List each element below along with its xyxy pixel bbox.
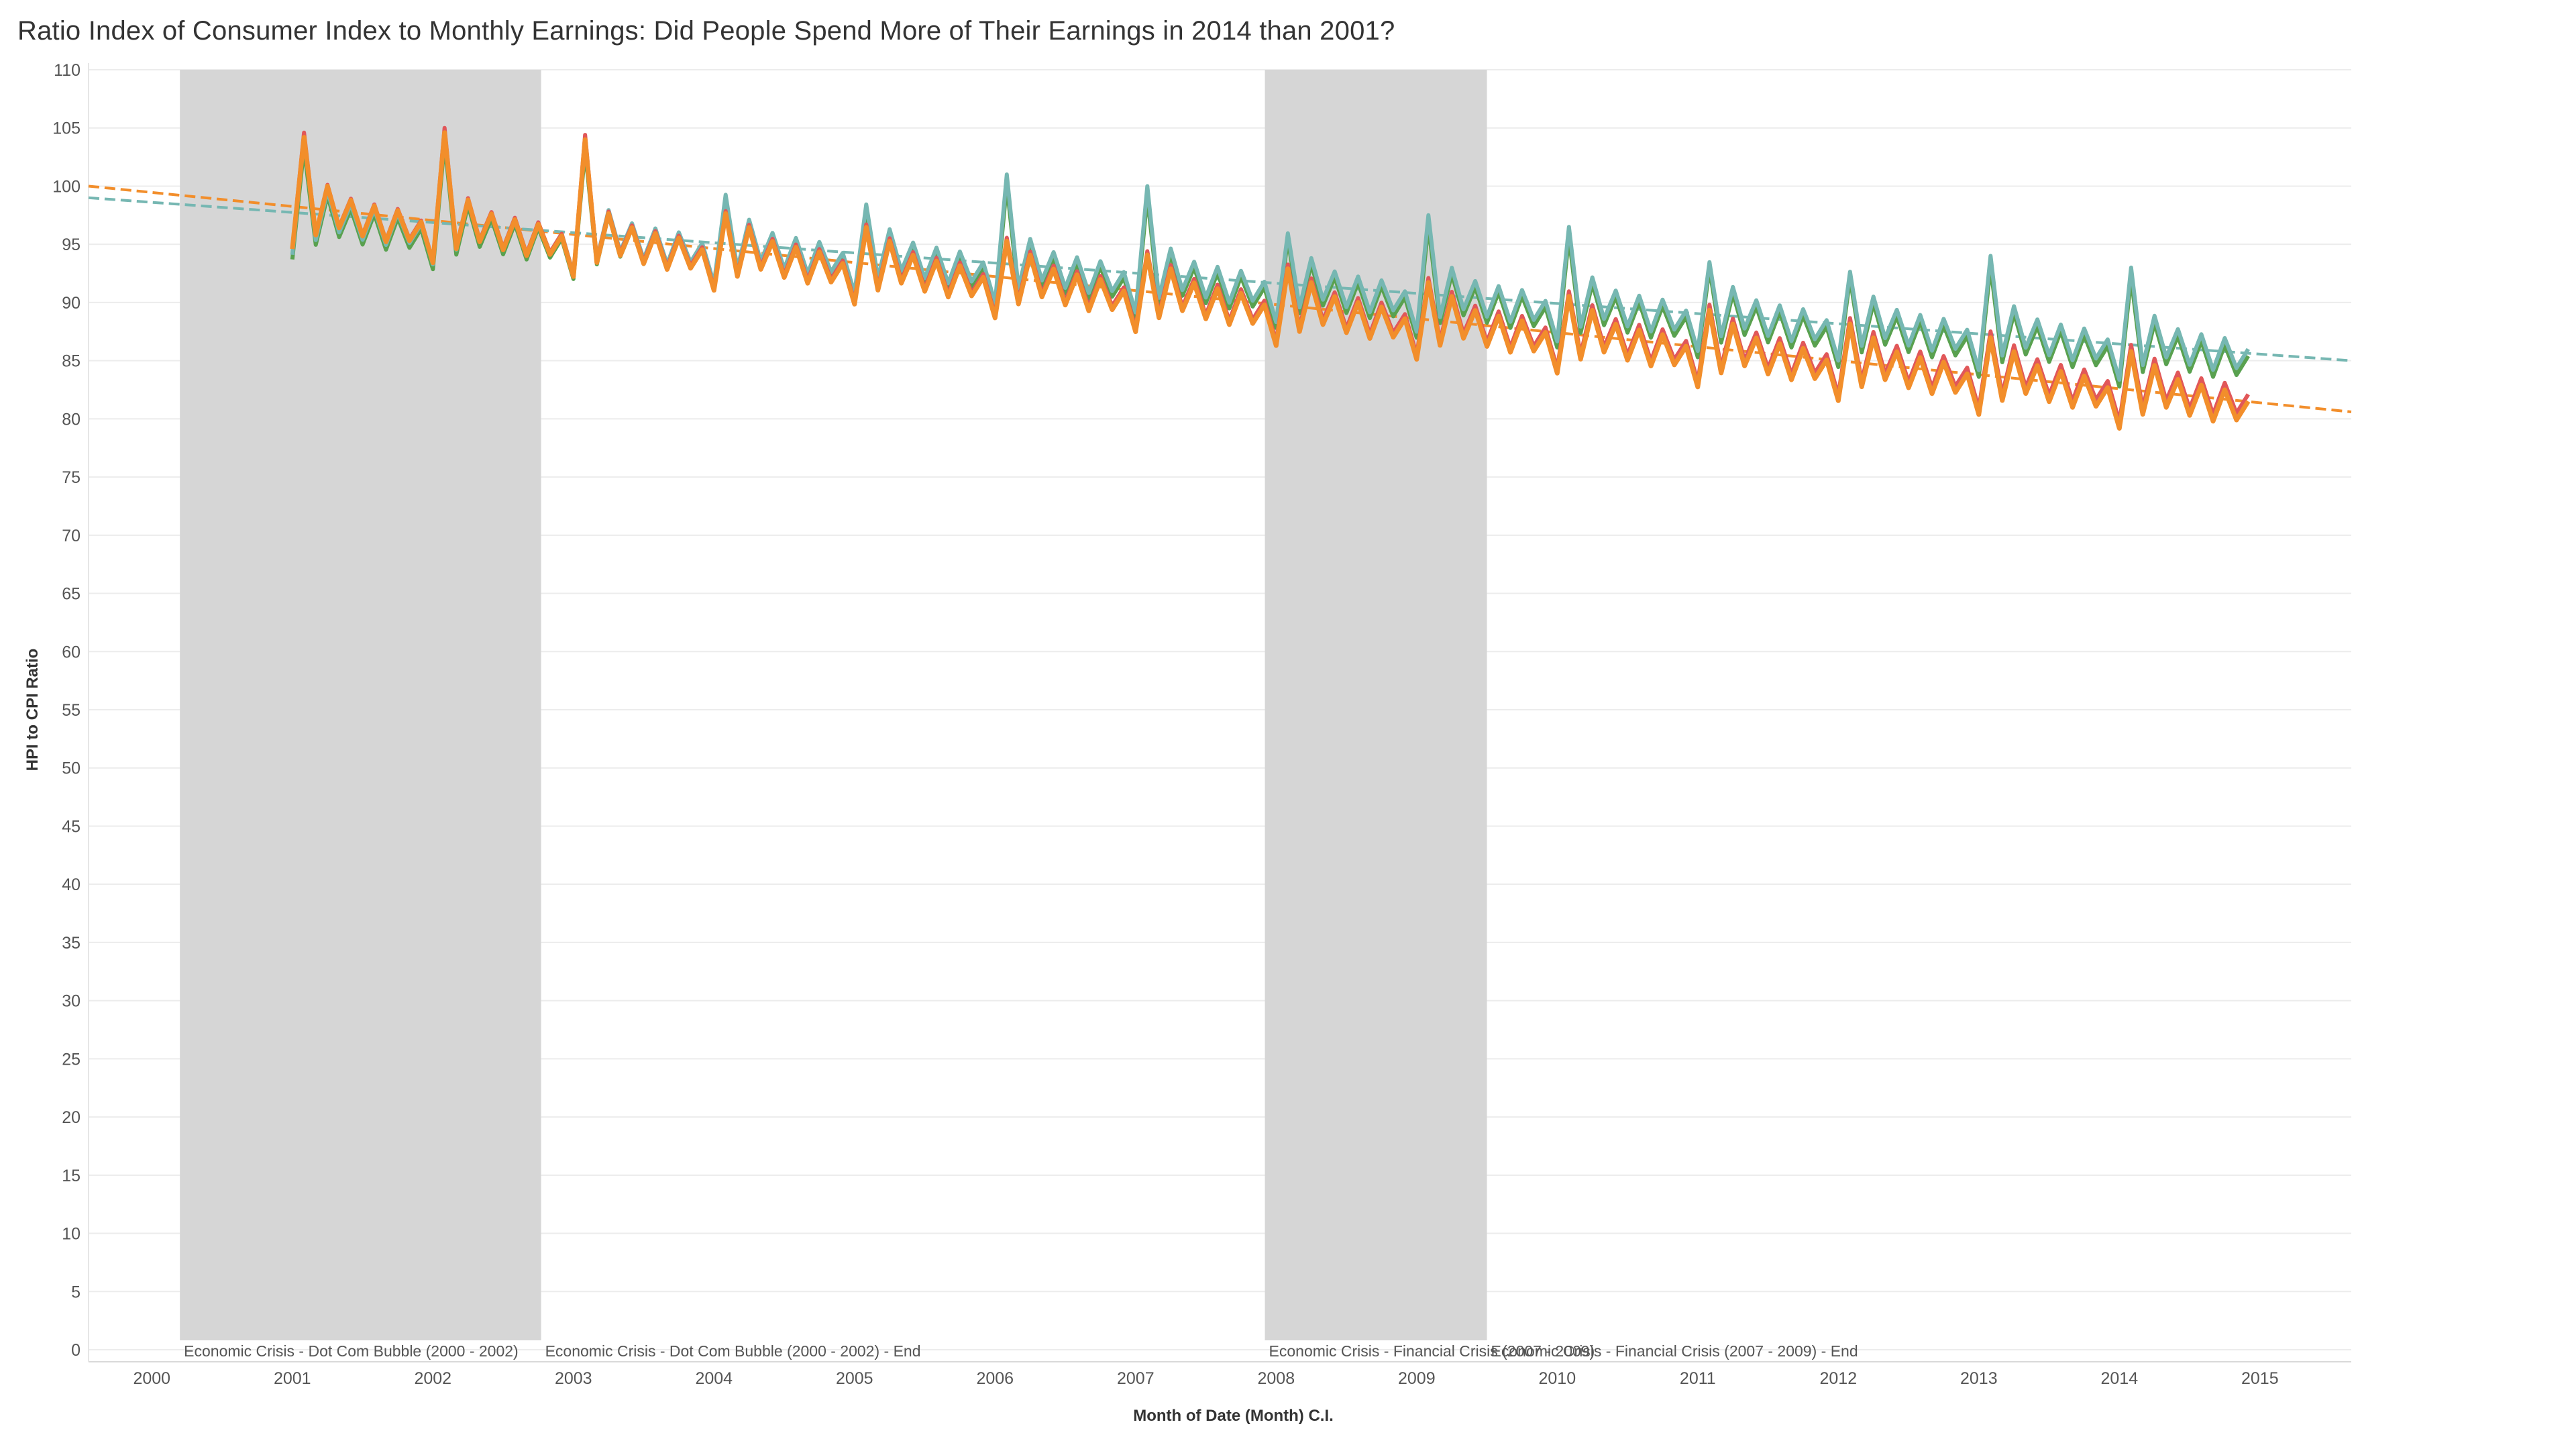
x-tick-label: 2012	[1820, 1369, 1858, 1388]
x-tick-label: 2007	[1117, 1369, 1155, 1388]
x-tick-label: 2008	[1257, 1369, 1295, 1388]
y-tick-label: 10	[62, 1225, 80, 1244]
y-axis-title: HPI to CPI Ratio	[23, 649, 42, 771]
y-tick-label: 60	[62, 643, 80, 661]
y-tick-label: 40	[62, 875, 80, 894]
crisis-end-label: Economic Crisis - Financial Crisis (2007…	[1491, 1342, 1858, 1360]
y-tick-label: 45	[62, 817, 80, 836]
y-tick-label: 0	[71, 1341, 80, 1360]
series-line	[290, 130, 2251, 431]
x-tick-label: 2014	[2101, 1369, 2139, 1388]
x-tick-label: 2011	[1680, 1369, 1716, 1388]
y-tick-label: 5	[71, 1283, 80, 1301]
y-tick-label: 55	[62, 701, 80, 720]
x-tick-label: 2000	[133, 1369, 170, 1388]
y-tick-label: 110	[54, 61, 80, 80]
y-tick-label: 80	[62, 410, 80, 429]
y-tick-label: 100	[52, 177, 80, 196]
y-tick-label: 70	[62, 527, 80, 545]
x-axis-title: Month of Date (Month) C.I.	[1133, 1407, 1334, 1425]
crisis-region	[1265, 70, 1487, 1340]
y-tick-label: 85	[62, 352, 80, 371]
y-tick-label: 90	[62, 294, 80, 313]
x-tick-label: 2003	[555, 1369, 592, 1388]
y-tick-label: 20	[62, 1108, 80, 1127]
y-tick-label: 95	[62, 235, 80, 254]
crisis-start-label: Economic Crisis - Dot Com Bubble (2000 -…	[184, 1342, 519, 1360]
x-tick-label: 2013	[1960, 1369, 1998, 1388]
y-tick-label: 65	[62, 585, 80, 604]
y-tick-label: 30	[62, 992, 80, 1011]
y-tick-label: 105	[52, 119, 80, 138]
chart-title: Ratio Index of Consumer Index to Monthly…	[17, 16, 1395, 46]
x-tick-label: 2010	[1538, 1369, 1576, 1388]
y-tick-label: 75	[62, 468, 80, 487]
x-tick-label: 2006	[976, 1369, 1014, 1388]
crisis-region	[180, 70, 541, 1340]
x-tick-label: 2004	[695, 1369, 733, 1388]
x-tick-label: 2005	[836, 1369, 873, 1388]
y-tick-label: 15	[62, 1167, 80, 1185]
y-tick-label: 35	[62, 934, 80, 953]
crisis-start-label: Economic Crisis - Financial Crisis (2007…	[1269, 1342, 1595, 1360]
x-tick-label: 2001	[274, 1369, 311, 1388]
x-tick-label: 2002	[414, 1369, 451, 1388]
x-tick-label: 2009	[1398, 1369, 1436, 1388]
crisis-end-label: Economic Crisis - Dot Com Bubble (2000 -…	[545, 1342, 921, 1360]
y-tick-label: 25	[62, 1050, 80, 1069]
x-tick-label: 2015	[2241, 1369, 2279, 1388]
y-tick-label: 50	[62, 759, 80, 778]
